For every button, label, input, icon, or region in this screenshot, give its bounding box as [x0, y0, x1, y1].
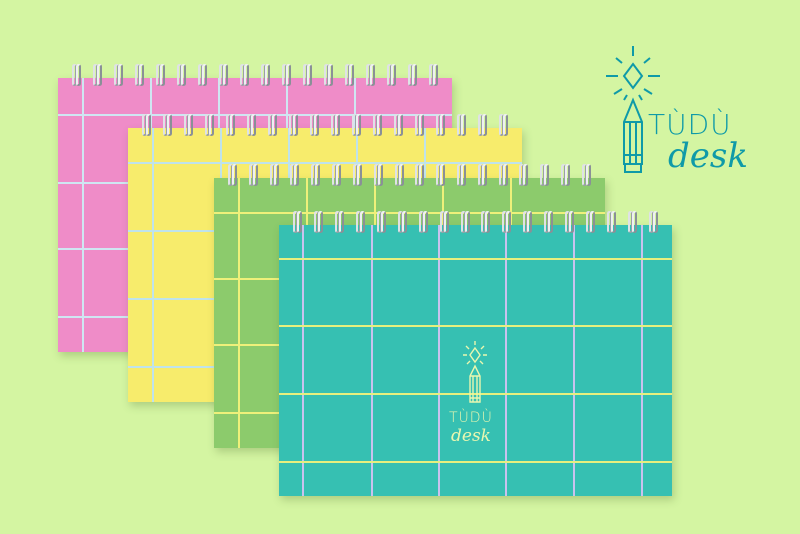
spiral-coil: [581, 164, 591, 188]
spiral-coil: [310, 114, 319, 138]
spiral-coil: [93, 64, 102, 88]
spiral-coil: [544, 211, 554, 235]
spiral-coil: [397, 211, 407, 235]
spiral-coil: [142, 114, 151, 138]
brand-logo-line1: TÙDÙ: [648, 108, 732, 141]
brand-logo-line2: desk: [668, 136, 748, 176]
spiral-coil: [519, 164, 529, 188]
spiral-coil: [439, 211, 449, 235]
spiral-coil: [261, 64, 270, 88]
spiral-coil: [311, 164, 321, 188]
spiral-coil: [163, 114, 172, 138]
spiral-coil: [607, 211, 617, 235]
spiral-coil: [198, 64, 207, 88]
spiral-coil: [219, 64, 228, 88]
cover-logo-line1: TÙDÙ: [449, 410, 493, 426]
spiral-coil: [415, 114, 424, 138]
spiral-coil: [394, 164, 404, 188]
spiral-coil: [628, 211, 637, 235]
spiral-coil: [498, 164, 508, 188]
spiral-coil: [429, 64, 438, 88]
brand-logo: TÙDÙ desk: [600, 42, 770, 177]
spiral-coil: [226, 114, 235, 138]
spiral-coil: [332, 164, 342, 188]
spiral-coil: [269, 164, 279, 188]
spiral-coil: [457, 114, 466, 138]
spiral-coil: [387, 64, 396, 88]
cover-logo-line2: desk: [451, 426, 491, 446]
spiral-coil: [352, 114, 361, 138]
spiral-coil: [415, 164, 425, 188]
spiral-coil: [408, 64, 417, 88]
cover-logo: TÙDÙ desk: [449, 340, 519, 455]
spiral-coil: [184, 114, 193, 138]
spiral-coil: [72, 64, 81, 88]
spiral-coil: [114, 64, 123, 88]
spiral-coil: [373, 164, 383, 188]
spiral-coil: [540, 164, 550, 188]
spiral-coil: [135, 64, 144, 88]
spiral-coil: [313, 211, 323, 235]
spiral-coil: [565, 211, 575, 235]
spiral-coil: [303, 64, 312, 88]
spiral-coil: [177, 64, 186, 88]
spiral-binding: [293, 211, 658, 237]
spiral-coil: [268, 114, 277, 138]
spiral-coil: [648, 211, 658, 235]
spiral-coil: [394, 114, 403, 138]
spiral-coil: [523, 211, 533, 235]
pencil-sparkle-icon: [463, 341, 487, 403]
spiral-coil: [345, 64, 354, 88]
spiral-coil: [355, 211, 365, 235]
notebook-teal: TÙDÙ desk: [279, 211, 672, 496]
spiral-coil: [293, 211, 302, 235]
spiral-coil: [289, 114, 298, 138]
spiral-coil: [460, 211, 470, 235]
spiral-coil: [366, 64, 375, 88]
spiral-coil: [561, 164, 570, 188]
spiral-coil: [282, 64, 291, 88]
spiral-coil: [418, 211, 428, 235]
spiral-coil: [373, 114, 382, 138]
spiral-coil: [331, 114, 340, 138]
spiral-binding: [72, 64, 438, 90]
spiral-coil: [324, 64, 333, 88]
spiral-binding: [228, 164, 591, 190]
spiral-coil: [502, 211, 512, 235]
spiral-coil: [436, 164, 446, 188]
spiral-coil: [481, 211, 491, 235]
spiral-coil: [499, 114, 508, 138]
spiral-coil: [228, 164, 237, 188]
spiral-coil: [478, 114, 487, 138]
pencil-sparkle-icon: [606, 46, 660, 173]
spiral-binding: [142, 114, 508, 140]
spiral-coil: [290, 164, 300, 188]
spiral-coil: [477, 164, 487, 188]
spiral-coil: [436, 114, 445, 138]
spiral-coil: [156, 64, 165, 88]
spiral-coil: [352, 164, 362, 188]
spiral-coil: [240, 64, 249, 88]
spiral-coil: [334, 211, 344, 235]
spiral-coil: [248, 164, 258, 188]
spiral-coil: [456, 164, 466, 188]
spiral-coil: [586, 211, 596, 235]
spiral-coil: [247, 114, 256, 138]
spiral-coil: [205, 114, 214, 138]
spiral-coil: [376, 211, 386, 235]
